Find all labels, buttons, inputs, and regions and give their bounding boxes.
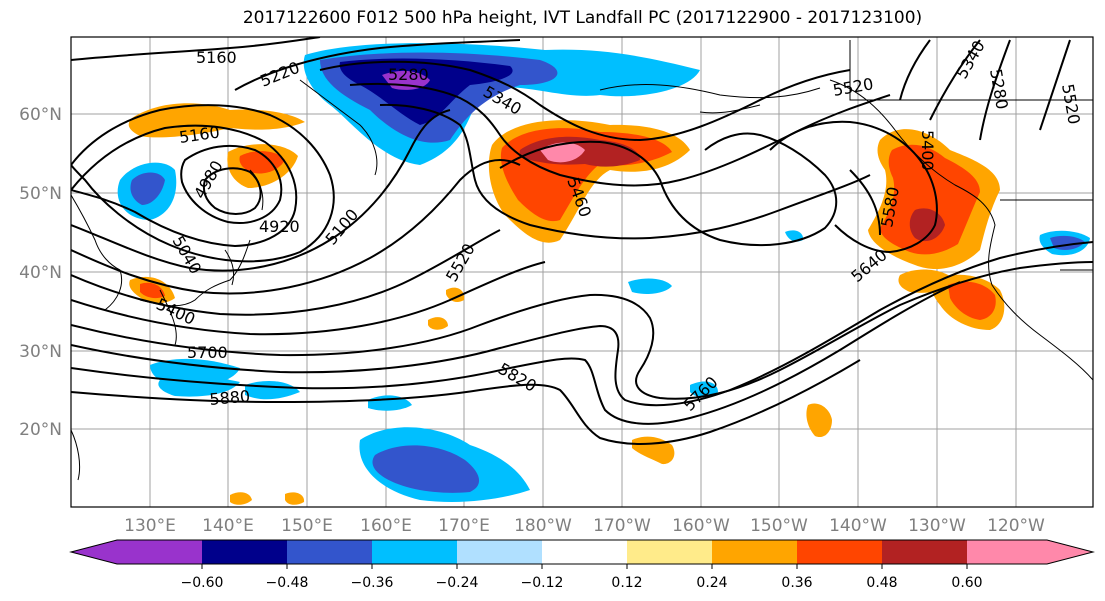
colorbar-ticks xyxy=(201,564,968,569)
lon-label: 180°W xyxy=(514,516,572,536)
colorbar-tick-label: 0.60 xyxy=(951,575,982,591)
lon-label: 140°E xyxy=(202,516,254,536)
lon-label: 130°E xyxy=(124,516,176,536)
lon-label: 170°W xyxy=(593,516,651,536)
colorbar-segment xyxy=(202,540,287,564)
colorbar-tick-label: −0.60 xyxy=(181,575,224,591)
colorbar-tick-label: −0.48 xyxy=(266,575,309,591)
contour-label: 5280 xyxy=(388,65,429,84)
lon-label: 160°E xyxy=(360,516,412,536)
lon-label: 150°E xyxy=(281,516,333,536)
ivt-negative-shading xyxy=(117,43,1090,502)
colorbar-segment xyxy=(287,540,372,564)
lon-label: 150°W xyxy=(750,516,808,536)
lon-label: 160°W xyxy=(672,516,730,536)
colorbar: −0.60 −0.48 −0.36 −0.24 −0.12 0.12 0.24 … xyxy=(69,539,1095,591)
colorbar-segment xyxy=(882,540,967,564)
latitude-labels: 60°N 50°N 40°N 30°N 20°N xyxy=(19,105,62,440)
contour-label: 4920 xyxy=(259,217,300,236)
colorbar-extend-low xyxy=(71,540,117,564)
longitude-labels: 130°E 140°E 150°E 160°E 170°E 180°W 170°… xyxy=(124,516,1045,536)
colorbar-segment xyxy=(627,540,712,564)
colorbar-tick-label: 0.36 xyxy=(781,575,812,591)
lat-label: 50°N xyxy=(19,184,62,204)
lat-label: 60°N xyxy=(19,105,62,125)
lat-label: 30°N xyxy=(19,342,62,362)
colorbar-tick-label: 0.12 xyxy=(611,575,642,591)
contour-label: 5160 xyxy=(196,48,237,67)
colorbar-tick-label: 0.24 xyxy=(696,575,727,591)
map-title: 2017122600 F012 500 hPa height, IVT Land… xyxy=(242,8,923,28)
lon-label: 140°W xyxy=(829,516,887,536)
colorbar-segment xyxy=(457,540,542,564)
colorbar-segment xyxy=(117,540,202,564)
colorbar-extend-high xyxy=(1047,540,1093,564)
colorbar-outline xyxy=(69,539,1095,565)
map-content xyxy=(71,37,1093,507)
lat-label: 40°N xyxy=(19,263,62,283)
lat-label: 20°N xyxy=(19,420,62,440)
contour-label: 5400 xyxy=(918,130,937,171)
colorbar-segment xyxy=(712,540,797,564)
colorbar-tick-label: −0.12 xyxy=(521,575,564,591)
colorbar-tick-label: −0.36 xyxy=(351,575,394,591)
lon-label: 130°W xyxy=(908,516,966,536)
coastlines xyxy=(71,40,1093,481)
colorbar-segment xyxy=(967,540,1047,564)
colorbar-tick-labels: −0.60 −0.48 −0.36 −0.24 −0.12 0.12 0.24 … xyxy=(181,575,983,591)
lon-label: 120°W xyxy=(987,516,1045,536)
contour-label-group: 5160 5220 5280 5340 5520 5400 5340 5280 … xyxy=(153,37,1084,415)
contour-label: 5880 xyxy=(209,387,251,409)
colorbar-tick-label: −0.24 xyxy=(436,575,479,591)
height-contours xyxy=(71,37,1093,445)
colorbar-segment xyxy=(542,540,627,564)
colorbar-segment xyxy=(372,540,457,564)
colorbar-segment xyxy=(797,540,882,564)
colorbar-tick-label: 0.48 xyxy=(866,575,897,591)
lon-label: 170°E xyxy=(438,516,490,536)
map-frame xyxy=(70,36,1094,508)
contour-label: 5700 xyxy=(187,343,228,362)
